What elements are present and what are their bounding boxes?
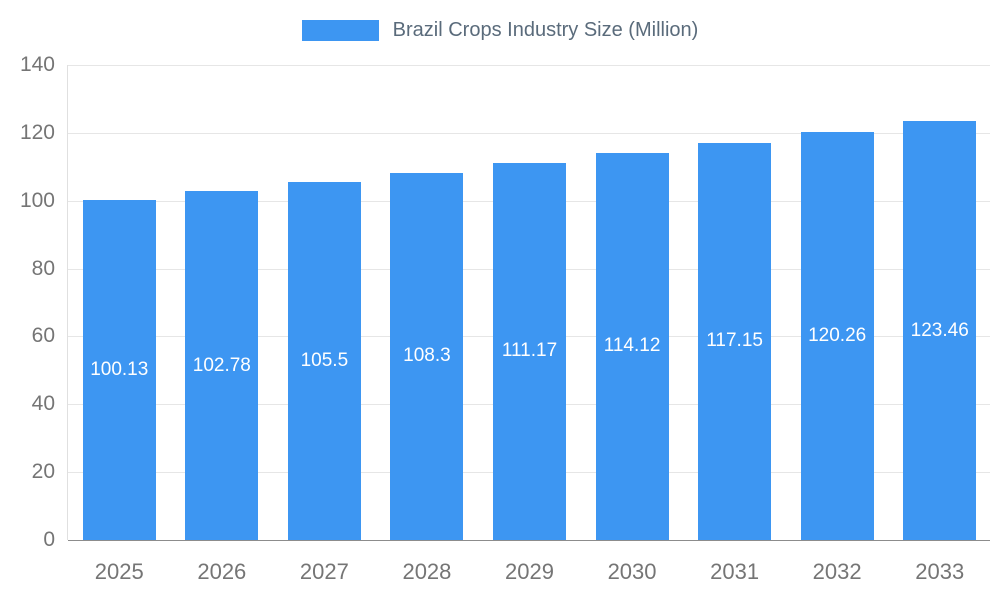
gridline [68, 65, 990, 66]
gridline [68, 132, 990, 134]
bar-2025[interactable]: 100.13 [82, 200, 156, 540]
bar-value-label: 102.78 [192, 354, 251, 376]
x-axis-tick-label: 2025 [94, 559, 144, 584]
bar-value-label: 117.15 [706, 330, 763, 352]
bar-2033[interactable]: 123.46 [903, 121, 977, 540]
plot-area: 0 20 40 60 80 100 120 140 100.13 2025 102.78 2026 10… [20, 53, 990, 584]
x-axis-tick-label: 2032 [812, 559, 862, 584]
legend-label: Brazil Crops Industry Size (Million) [392, 19, 699, 41]
x-axis-tick-label: 2028 [402, 559, 452, 584]
x-axis-tick-label: 2030 [607, 559, 657, 584]
y-axis-tick-label: 100 [19, 188, 55, 212]
x-axis-tick-label: 2027 [299, 559, 349, 584]
bar-2027[interactable]: 105.5 [287, 182, 361, 540]
bar-2029[interactable]: 111.17 [493, 162, 566, 540]
y-axis-tick-label: 40 [31, 392, 55, 416]
bar-2026[interactable]: 102.78 [185, 191, 259, 540]
x-axis-baseline [68, 540, 990, 541]
legend-swatch [301, 20, 379, 41]
y-axis-tick-label: 140 [19, 53, 55, 76]
y-axis-tick-label: 60 [31, 324, 55, 348]
bar-value-label: 108.3 [403, 345, 451, 367]
bar-value-label: 123.46 [910, 319, 969, 341]
bar-value-label: 100.13 [90, 359, 149, 381]
bar-value-label: 120.26 [808, 324, 867, 346]
x-axis-tick-label: 2033 [915, 559, 965, 584]
bar-value-label: 111.17 [501, 340, 558, 362]
bar-2032[interactable]: 120.26 [800, 131, 874, 540]
y-axis-tick-label: 120 [19, 120, 55, 144]
y-axis-tick-label: 80 [31, 256, 55, 280]
bar-2030[interactable]: 114.12 [595, 152, 669, 540]
bar-value-label: 114.12 [603, 335, 661, 357]
y-axis-tick-label: 0 [43, 528, 55, 551]
chart-legend: Brazil Crops Industry Size (Million) [0, 19, 1000, 42]
bar-2031[interactable]: 117.15 [698, 142, 772, 540]
bar-value-label: 105.5 [300, 350, 349, 372]
y-axis-tick-label: 20 [31, 460, 55, 484]
x-axis-tick-label: 2029 [505, 559, 554, 584]
x-axis-tick-label: 2031 [710, 559, 760, 584]
bar-2028[interactable]: 108.3 [390, 172, 464, 540]
x-axis-tick-label: 2026 [197, 559, 247, 584]
